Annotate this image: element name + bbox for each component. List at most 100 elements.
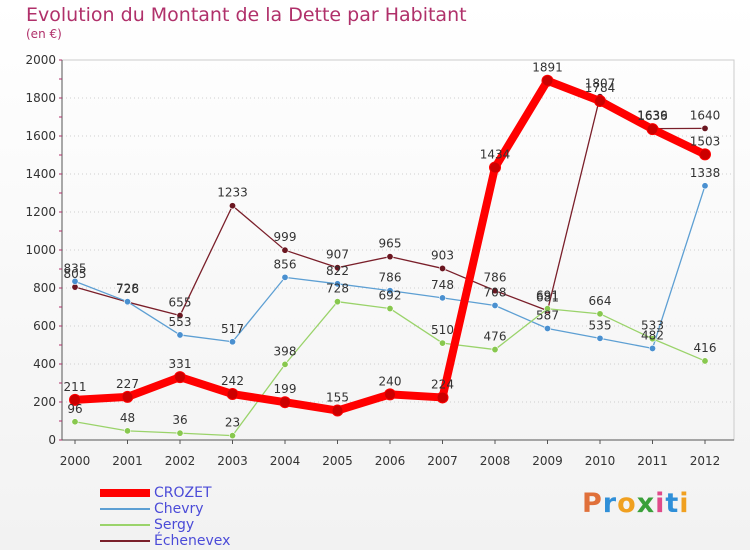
y-tick-label: 2000 — [25, 53, 56, 67]
data-label: 856 — [274, 257, 297, 271]
legend-line — [100, 540, 150, 542]
data-label: 155 — [326, 391, 349, 405]
data-point — [701, 357, 709, 365]
data-point — [71, 277, 79, 285]
data-point — [596, 310, 604, 318]
legend-item: Chevry — [100, 501, 204, 517]
logo-letter: P — [582, 488, 603, 519]
data-label: 728 — [326, 282, 349, 296]
data-label: 1891 — [532, 61, 563, 75]
data-point — [229, 338, 237, 346]
data-point — [174, 371, 186, 384]
data-point — [386, 253, 394, 261]
data-label: 240 — [379, 374, 402, 388]
data-label: 681 — [536, 291, 559, 305]
y-tick-label: 1000 — [25, 243, 56, 257]
data-point — [438, 294, 446, 302]
data-point — [281, 246, 289, 254]
data-point — [124, 427, 132, 435]
data-label: 533 — [641, 319, 664, 333]
y-tick-label: 1400 — [25, 167, 56, 181]
data-label: 23 — [225, 416, 240, 430]
data-label: 822 — [326, 264, 349, 278]
data-point — [543, 324, 551, 332]
data-point — [701, 182, 709, 190]
data-label: 587 — [536, 308, 559, 322]
x-tick-label: 2007 — [427, 454, 458, 468]
data-point — [121, 390, 134, 403]
y-tick-label: 0 — [48, 433, 56, 447]
logo-letter: o — [617, 488, 637, 519]
y-tick-label: 400 — [33, 357, 56, 371]
data-point — [229, 202, 237, 210]
data-label: 1640 — [690, 108, 721, 122]
data-label: 48 — [120, 411, 135, 425]
data-label: 1784 — [585, 81, 616, 95]
data-label: 728 — [116, 282, 139, 296]
x-tick-label: 2000 — [60, 454, 91, 468]
data-label: 748 — [431, 278, 454, 292]
data-label: 1636 — [637, 109, 668, 123]
logo-letter: i — [655, 488, 666, 519]
x-tick-label: 2010 — [585, 454, 616, 468]
data-label: 965 — [379, 237, 402, 251]
y-tick-label: 600 — [33, 319, 56, 333]
data-point — [438, 264, 446, 272]
data-point — [594, 95, 606, 108]
legend-label: Sergy — [154, 517, 195, 533]
data-label: 96 — [67, 402, 82, 416]
data-label: 398 — [274, 344, 297, 358]
data-label: 1503 — [690, 134, 721, 148]
logo-letter: x — [636, 488, 656, 519]
data-point — [491, 287, 499, 295]
data-label: 691 — [536, 289, 559, 303]
data-label: 907 — [326, 248, 349, 262]
data-point — [699, 148, 711, 161]
x-tick-label: 2009 — [532, 454, 563, 468]
data-point — [176, 312, 184, 320]
data-label: 1639 — [637, 109, 668, 123]
y-tick-label: 200 — [33, 395, 56, 409]
data-label: 476 — [484, 330, 507, 344]
data-label: 553 — [169, 315, 192, 329]
data-label: 805 — [64, 267, 87, 281]
data-point — [69, 393, 81, 406]
legend-label: Chevry — [154, 501, 204, 517]
data-label: 903 — [431, 248, 454, 262]
data-label: 535 — [589, 318, 612, 332]
x-tick-label: 2003 — [217, 454, 248, 468]
data-label: 416 — [694, 341, 717, 355]
data-label: 708 — [484, 285, 507, 299]
data-point — [646, 123, 659, 136]
data-point — [648, 335, 656, 343]
data-point — [331, 404, 344, 417]
data-point — [489, 161, 501, 174]
data-point — [386, 305, 394, 313]
x-tick-label: 2008 — [480, 454, 511, 468]
data-label: 331 — [169, 357, 192, 371]
data-label: 999 — [274, 230, 297, 244]
data-point — [226, 388, 239, 401]
x-tick-label: 2006 — [375, 454, 406, 468]
data-point — [386, 287, 394, 295]
legend-label: CROZET — [154, 485, 212, 501]
legend-line — [100, 489, 150, 497]
x-tick-label: 2002 — [165, 454, 196, 468]
data-label: 227 — [116, 377, 139, 391]
data-label: 211 — [64, 380, 87, 394]
data-label: 835 — [64, 261, 87, 275]
data-label: 655 — [169, 296, 192, 310]
data-point — [491, 346, 499, 354]
data-point — [436, 391, 449, 404]
logo-letter: t — [665, 488, 680, 519]
data-point — [71, 418, 79, 426]
data-point — [648, 344, 656, 352]
legend-line — [100, 524, 150, 526]
data-point — [229, 432, 237, 440]
legend-item: Sergy — [100, 517, 194, 533]
data-label: 199 — [274, 382, 297, 396]
data-point — [596, 334, 604, 342]
data-label: 1807 — [585, 77, 616, 91]
data-point — [543, 305, 551, 313]
